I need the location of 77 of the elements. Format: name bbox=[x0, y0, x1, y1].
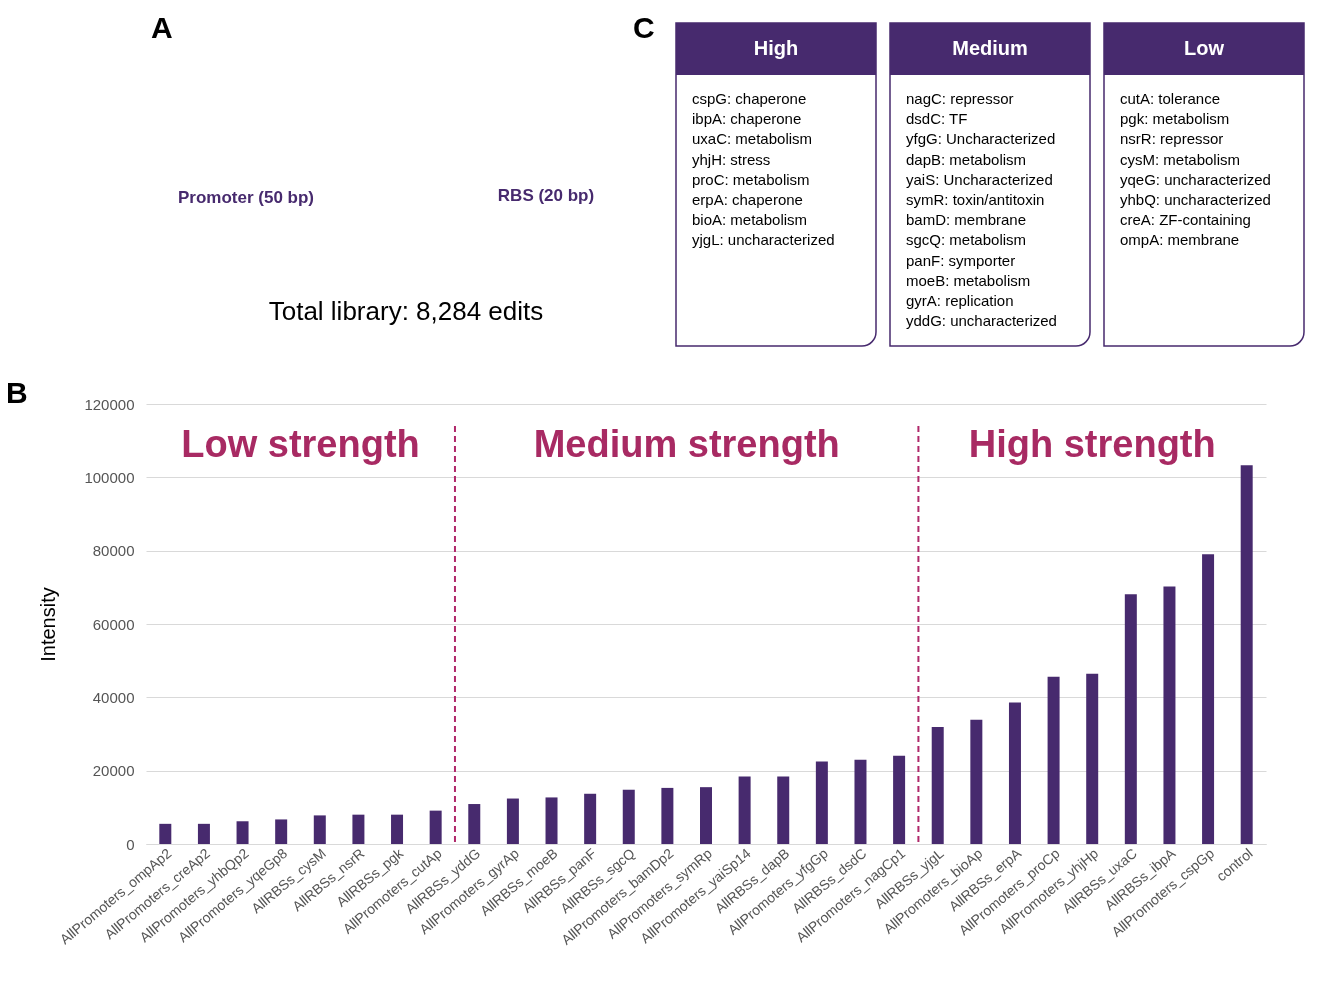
text: yhbQ: uncharacterized bbox=[1120, 191, 1271, 208]
y-tick-label: 0 bbox=[126, 835, 135, 853]
bar bbox=[352, 814, 365, 844]
bar bbox=[1124, 594, 1137, 844]
text: C bbox=[633, 11, 655, 44]
bar bbox=[931, 727, 944, 844]
text: yjgL: uncharacterized bbox=[692, 231, 835, 249]
text: cysM: metabolism bbox=[1120, 150, 1241, 168]
text: proC: metabolism bbox=[692, 170, 810, 188]
bar bbox=[815, 761, 828, 844]
text: nagC: repressor bbox=[906, 90, 1014, 107]
text: pgk: metabolism bbox=[1120, 110, 1230, 128]
text: ompA: membrane bbox=[1120, 231, 1240, 249]
y-tick-label: 40000 bbox=[92, 688, 135, 706]
text: uxaC: metabolism bbox=[692, 130, 813, 148]
y-axis-title: Intensity bbox=[37, 587, 60, 662]
text: yaiS: Uncharacterized bbox=[906, 170, 1053, 188]
text: nsrR: repressor bbox=[1120, 130, 1224, 148]
bar bbox=[738, 776, 751, 844]
text: cutA: tolerance bbox=[1120, 90, 1221, 107]
y-tick-label: 60000 bbox=[92, 615, 135, 633]
text: bioA: metabolism bbox=[692, 211, 808, 229]
bar bbox=[545, 797, 558, 844]
bar bbox=[313, 815, 326, 844]
bar bbox=[622, 789, 635, 844]
bar bbox=[661, 787, 674, 844]
text: gyrA: replication bbox=[906, 292, 1014, 309]
bar bbox=[1008, 702, 1021, 844]
text: yfgG: Uncharacterized bbox=[906, 130, 1056, 148]
text: dsdC: TF bbox=[906, 110, 968, 128]
text: yqeG: uncharacterized bbox=[1120, 170, 1271, 188]
bar bbox=[506, 798, 519, 844]
text: symR: toxin/antitoxin bbox=[906, 191, 1045, 208]
bar bbox=[197, 823, 210, 844]
bar bbox=[275, 819, 288, 844]
y-tick-label: 80000 bbox=[92, 542, 135, 560]
text: Medium bbox=[952, 37, 1028, 59]
text: panF: symporter bbox=[906, 251, 1016, 269]
bar bbox=[1163, 586, 1176, 844]
text: Promoter (50 bp) bbox=[177, 188, 315, 207]
text: Low bbox=[1184, 37, 1225, 59]
bar bbox=[1086, 673, 1099, 844]
bar bbox=[236, 821, 249, 844]
text: ibpA: chaperone bbox=[692, 110, 802, 128]
bar bbox=[700, 787, 712, 844]
text: B bbox=[6, 376, 28, 409]
text: creA: ZF-containing bbox=[1120, 211, 1251, 229]
text: High bbox=[753, 37, 799, 59]
y-tick-label: 100000 bbox=[84, 468, 135, 486]
bar bbox=[854, 759, 867, 844]
bar bbox=[970, 719, 983, 844]
annotation: Low strength bbox=[181, 423, 420, 465]
bar bbox=[159, 823, 172, 844]
bar bbox=[391, 814, 404, 844]
bar bbox=[584, 793, 597, 844]
bar bbox=[893, 755, 906, 844]
y-tick-label: 120000 bbox=[84, 395, 135, 413]
bar bbox=[1047, 676, 1060, 844]
text: dapB: metabolism bbox=[906, 150, 1027, 168]
text: yddG: uncharacterized bbox=[906, 312, 1057, 330]
text: sgcQ: metabolism bbox=[906, 231, 1027, 249]
bar bbox=[1202, 554, 1215, 844]
bar bbox=[1240, 465, 1253, 844]
bar bbox=[429, 810, 442, 844]
text: erpA: chaperone bbox=[692, 191, 803, 208]
text: Total library: 8,284 edits bbox=[268, 296, 544, 326]
bar bbox=[777, 776, 790, 844]
text: cspG: chaperone bbox=[692, 90, 807, 107]
bar bbox=[468, 804, 481, 844]
text: A bbox=[151, 11, 173, 44]
text: moeB: metabolism bbox=[906, 271, 1031, 289]
annotation: High strength bbox=[968, 423, 1216, 465]
text: RBS (20 bp) bbox=[497, 186, 595, 205]
text: yhjH: stress bbox=[692, 150, 771, 168]
annotation: Medium strength bbox=[533, 423, 840, 465]
text: bamD: membrane bbox=[906, 211, 1027, 229]
y-tick-label: 20000 bbox=[92, 762, 135, 780]
